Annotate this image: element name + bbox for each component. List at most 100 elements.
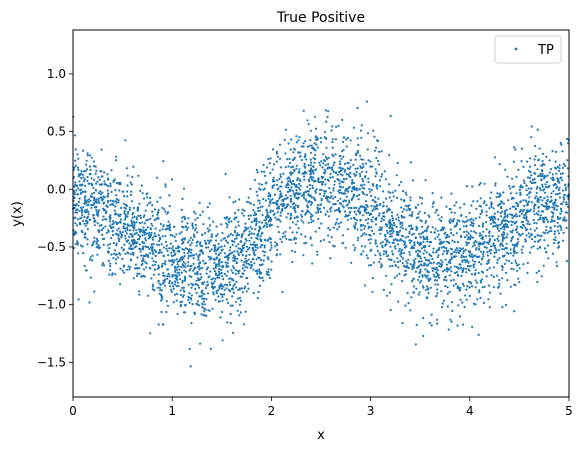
scatter-point <box>339 163 342 166</box>
scatter-point <box>550 218 553 221</box>
scatter-point <box>362 224 365 227</box>
scatter-point <box>499 292 502 295</box>
scatter-point <box>206 239 210 242</box>
scatter-point <box>168 194 171 197</box>
scatter-point <box>203 239 206 242</box>
scatter-point <box>555 172 558 175</box>
scatter-point <box>493 251 496 255</box>
scatter-point <box>382 204 385 207</box>
scatter-point <box>421 225 424 228</box>
scatter-point <box>309 187 312 190</box>
scatter-point <box>119 232 122 235</box>
scatter-point <box>276 200 279 203</box>
scatter-point <box>440 219 443 222</box>
scatter-point <box>289 181 293 184</box>
scatter-point <box>543 197 546 200</box>
scatter-point <box>391 226 394 229</box>
scatter-point <box>370 204 373 207</box>
scatter-point <box>474 232 478 235</box>
scatter-point <box>488 207 491 210</box>
scatter-point <box>190 241 193 244</box>
scatter-point <box>235 300 238 303</box>
scatter-point <box>245 260 248 263</box>
scatter-point <box>305 241 308 245</box>
scatter-point <box>554 193 558 196</box>
scatter-point <box>203 307 206 310</box>
scatter-point <box>105 231 108 234</box>
scatter-point <box>478 247 481 250</box>
scatter-point <box>425 251 428 254</box>
scatter-point <box>530 187 533 190</box>
scatter-point <box>511 205 514 208</box>
scatter-point <box>275 150 279 153</box>
scatter-point <box>455 232 458 235</box>
scatter-point <box>196 303 199 306</box>
scatter-point <box>478 245 481 248</box>
scatter-point <box>126 174 129 177</box>
scatter-point <box>471 185 474 188</box>
scatter-point <box>490 274 493 277</box>
scatter-point <box>240 259 243 262</box>
scatter-point <box>428 244 431 248</box>
scatter-point <box>349 165 352 168</box>
scatter-point <box>201 281 204 285</box>
scatter-point <box>289 205 292 208</box>
scatter-point <box>327 156 330 159</box>
scatter-point <box>80 172 83 175</box>
scatter-point <box>156 216 159 219</box>
scatter-point <box>142 254 145 257</box>
scatter-point <box>517 204 520 208</box>
scatter-point <box>414 250 418 253</box>
scatter-point <box>417 278 420 281</box>
scatter-point <box>540 164 544 167</box>
scatter-point <box>377 159 380 163</box>
scatter-point <box>548 171 551 174</box>
scatter-point <box>552 242 556 245</box>
scatter-point <box>464 294 467 297</box>
scatter-point <box>111 229 114 233</box>
scatter-point <box>392 230 395 233</box>
scatter-point <box>306 119 309 122</box>
scatter-point <box>465 220 468 223</box>
scatter-point <box>449 259 452 262</box>
scatter-point <box>140 184 143 187</box>
scatter-point <box>91 259 94 262</box>
scatter-point <box>96 253 99 256</box>
scatter-point <box>202 223 205 226</box>
scatter-point <box>522 263 525 266</box>
scatter-point <box>86 222 89 225</box>
scatter-point <box>253 219 256 222</box>
scatter-point <box>181 263 184 266</box>
scatter-point <box>213 258 216 261</box>
scatter-point <box>308 180 311 183</box>
scatter-point <box>177 265 180 268</box>
scatter-point <box>467 232 470 235</box>
scatter-point <box>250 236 253 239</box>
scatter-point <box>101 262 105 265</box>
scatter-point <box>537 159 540 162</box>
scatter-point <box>321 166 324 169</box>
scatter-point <box>161 235 164 238</box>
scatter-point <box>517 232 521 235</box>
scatter-point <box>421 285 424 288</box>
scatter-point <box>555 261 558 264</box>
scatter-point <box>278 218 281 221</box>
scatter-point <box>436 262 439 265</box>
scatter-point <box>341 167 345 170</box>
scatter-point <box>311 214 314 217</box>
scatter-point <box>245 290 248 293</box>
scatter-point <box>80 211 84 214</box>
scatter-point <box>115 194 118 197</box>
scatter-point <box>229 321 232 325</box>
scatter-point <box>241 232 244 235</box>
scatter-point <box>270 246 273 249</box>
scatter-point <box>391 250 394 253</box>
scatter-point <box>331 138 334 141</box>
scatter-point <box>254 228 257 231</box>
scatter-point <box>558 167 561 170</box>
scatter-point <box>388 153 391 157</box>
scatter-point <box>488 267 491 270</box>
scatter-point <box>266 223 269 226</box>
scatter-point <box>102 243 105 246</box>
scatter-point <box>526 160 529 163</box>
